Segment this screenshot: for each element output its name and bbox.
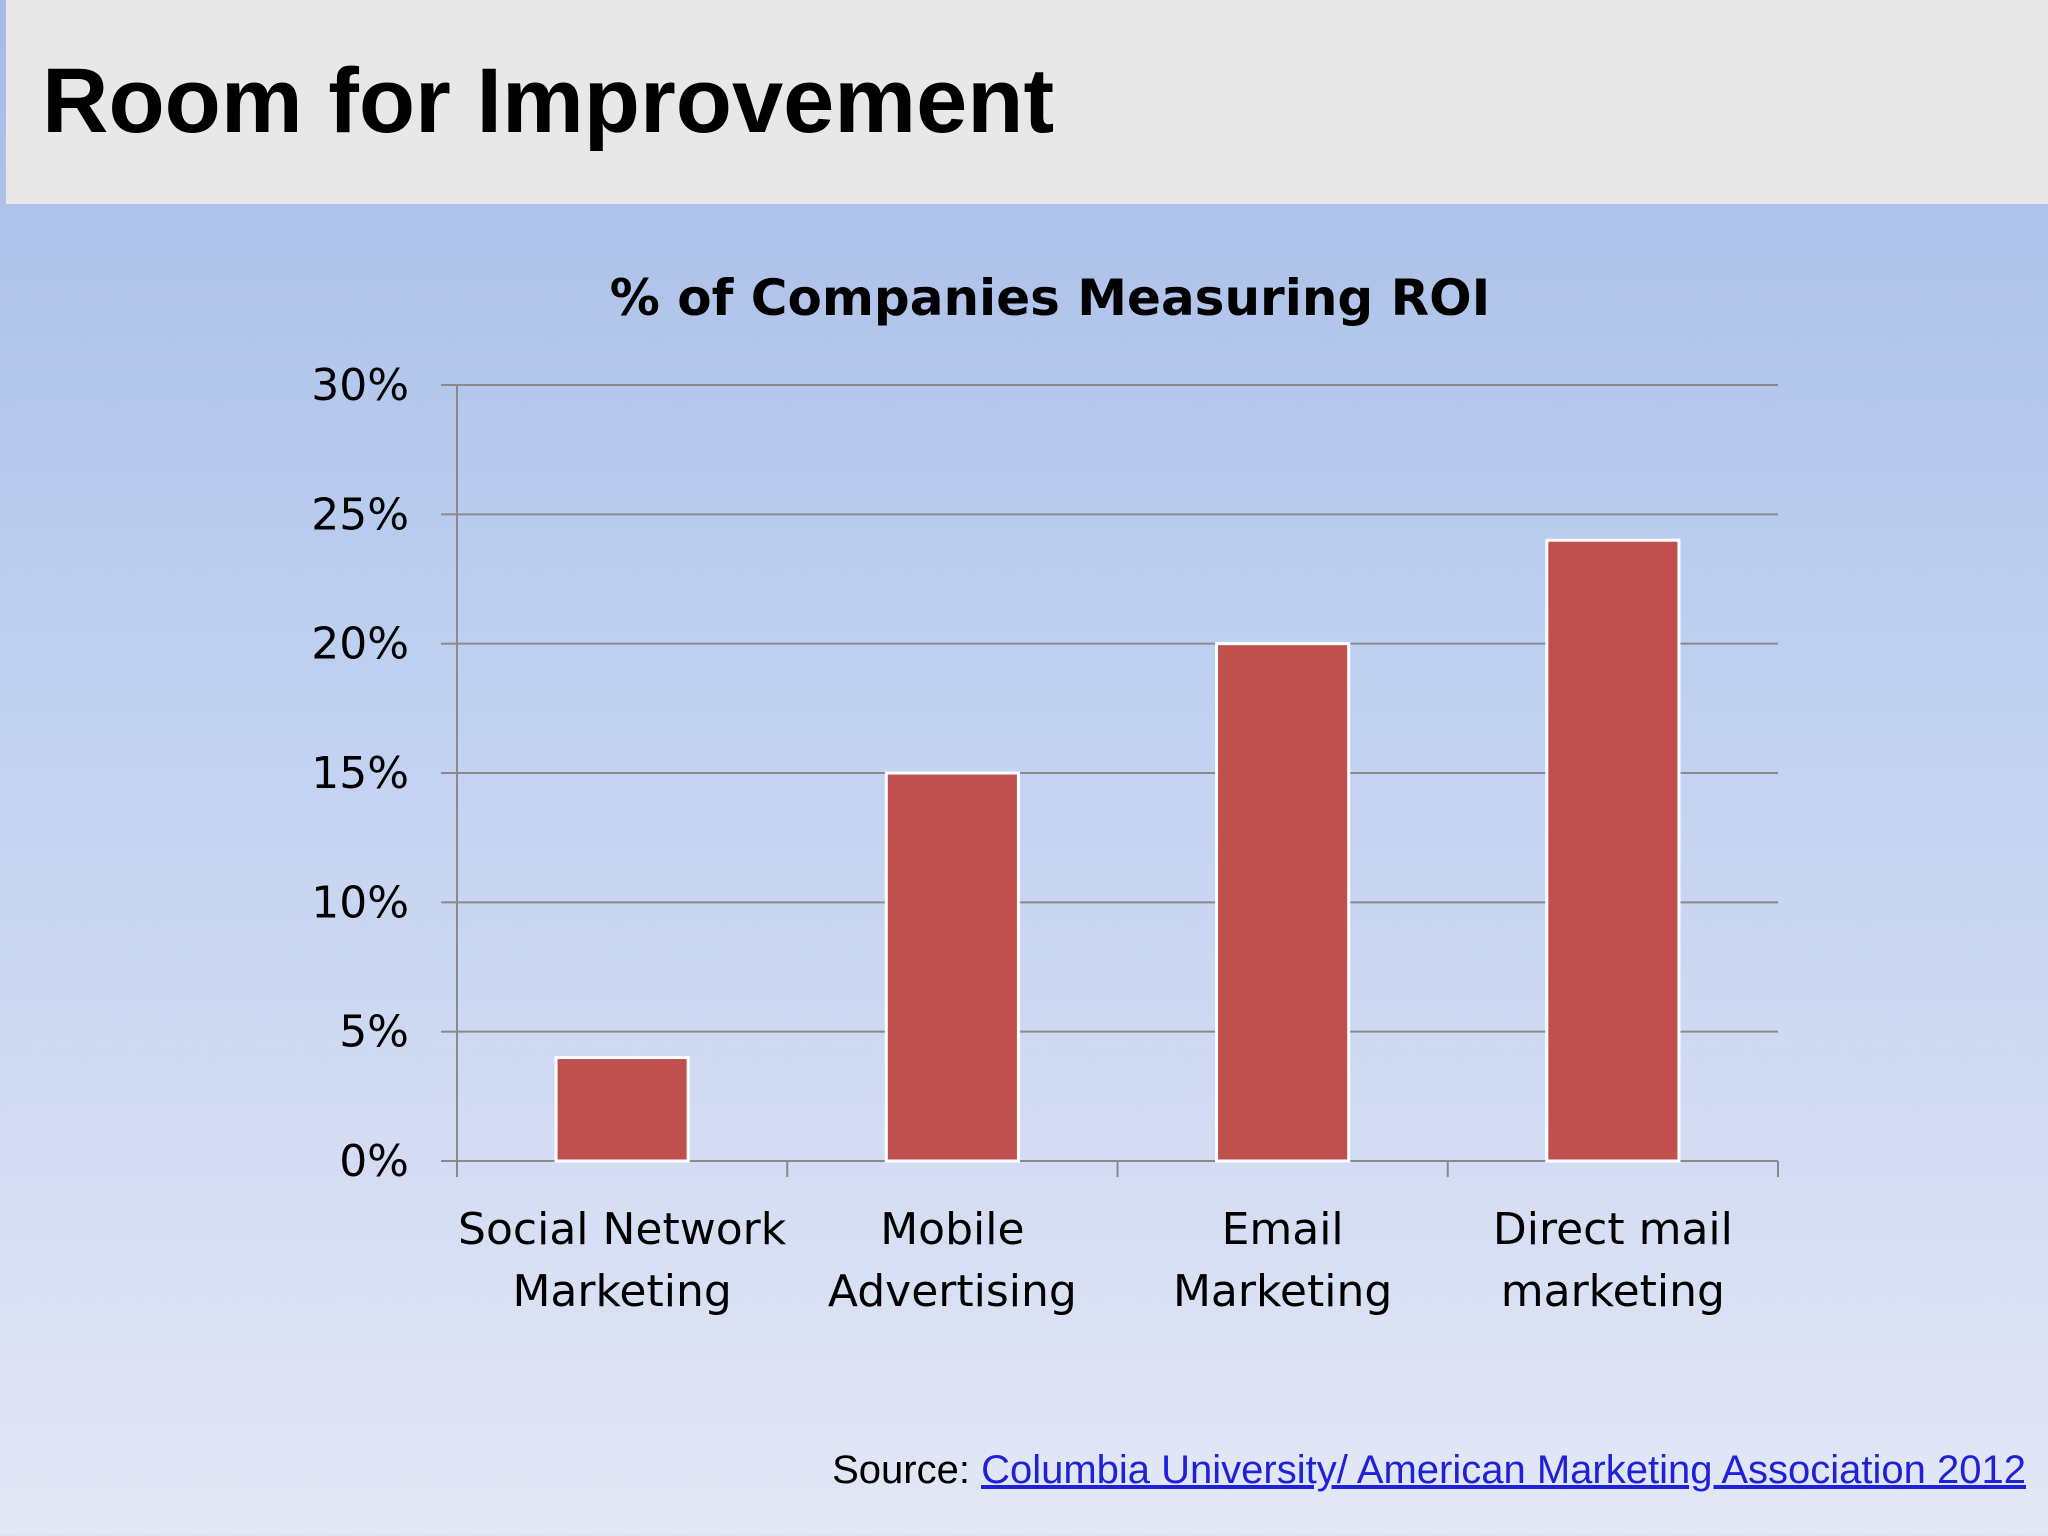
y-tick-label-15: 15% <box>311 748 409 799</box>
slide-title: Room for Improvement <box>42 50 1055 152</box>
category-label-4: Direct mail marketing <box>1493 1204 1733 1317</box>
bar-chart: 0% 5% 10% 15% 20% 25% 30% Social Network Marketi… <box>311 360 1779 1317</box>
bar-4 <box>1545 538 1681 1163</box>
category-label-2: Mobile Advertising <box>828 1204 1077 1317</box>
bar-2 <box>884 771 1020 1163</box>
source-note: Source: Columbia University/ American Ma… <box>832 1444 2026 1496</box>
y-tick-label-10: 10% <box>311 877 409 928</box>
y-tick-label-0: 0% <box>339 1136 409 1187</box>
source-label: Source: <box>832 1448 970 1492</box>
y-tick-label-20: 20% <box>311 619 409 670</box>
bar-1 <box>554 1056 690 1163</box>
y-tick-label-30: 30% <box>311 360 409 411</box>
chart-title: % of Companies Measuring ROI <box>609 269 1491 327</box>
category-label-3: Email Marketing <box>1173 1204 1392 1317</box>
y-tick-label-5: 5% <box>339 1007 409 1058</box>
bar-3 <box>1215 642 1351 1163</box>
title-bar: Room for Improvement <box>6 0 2048 204</box>
y-tick-label-25: 25% <box>311 489 409 540</box>
category-label-1: Social Network Marketing <box>458 1204 787 1317</box>
source-link[interactable]: Columbia University/ American Marketing … <box>981 1448 2026 1492</box>
